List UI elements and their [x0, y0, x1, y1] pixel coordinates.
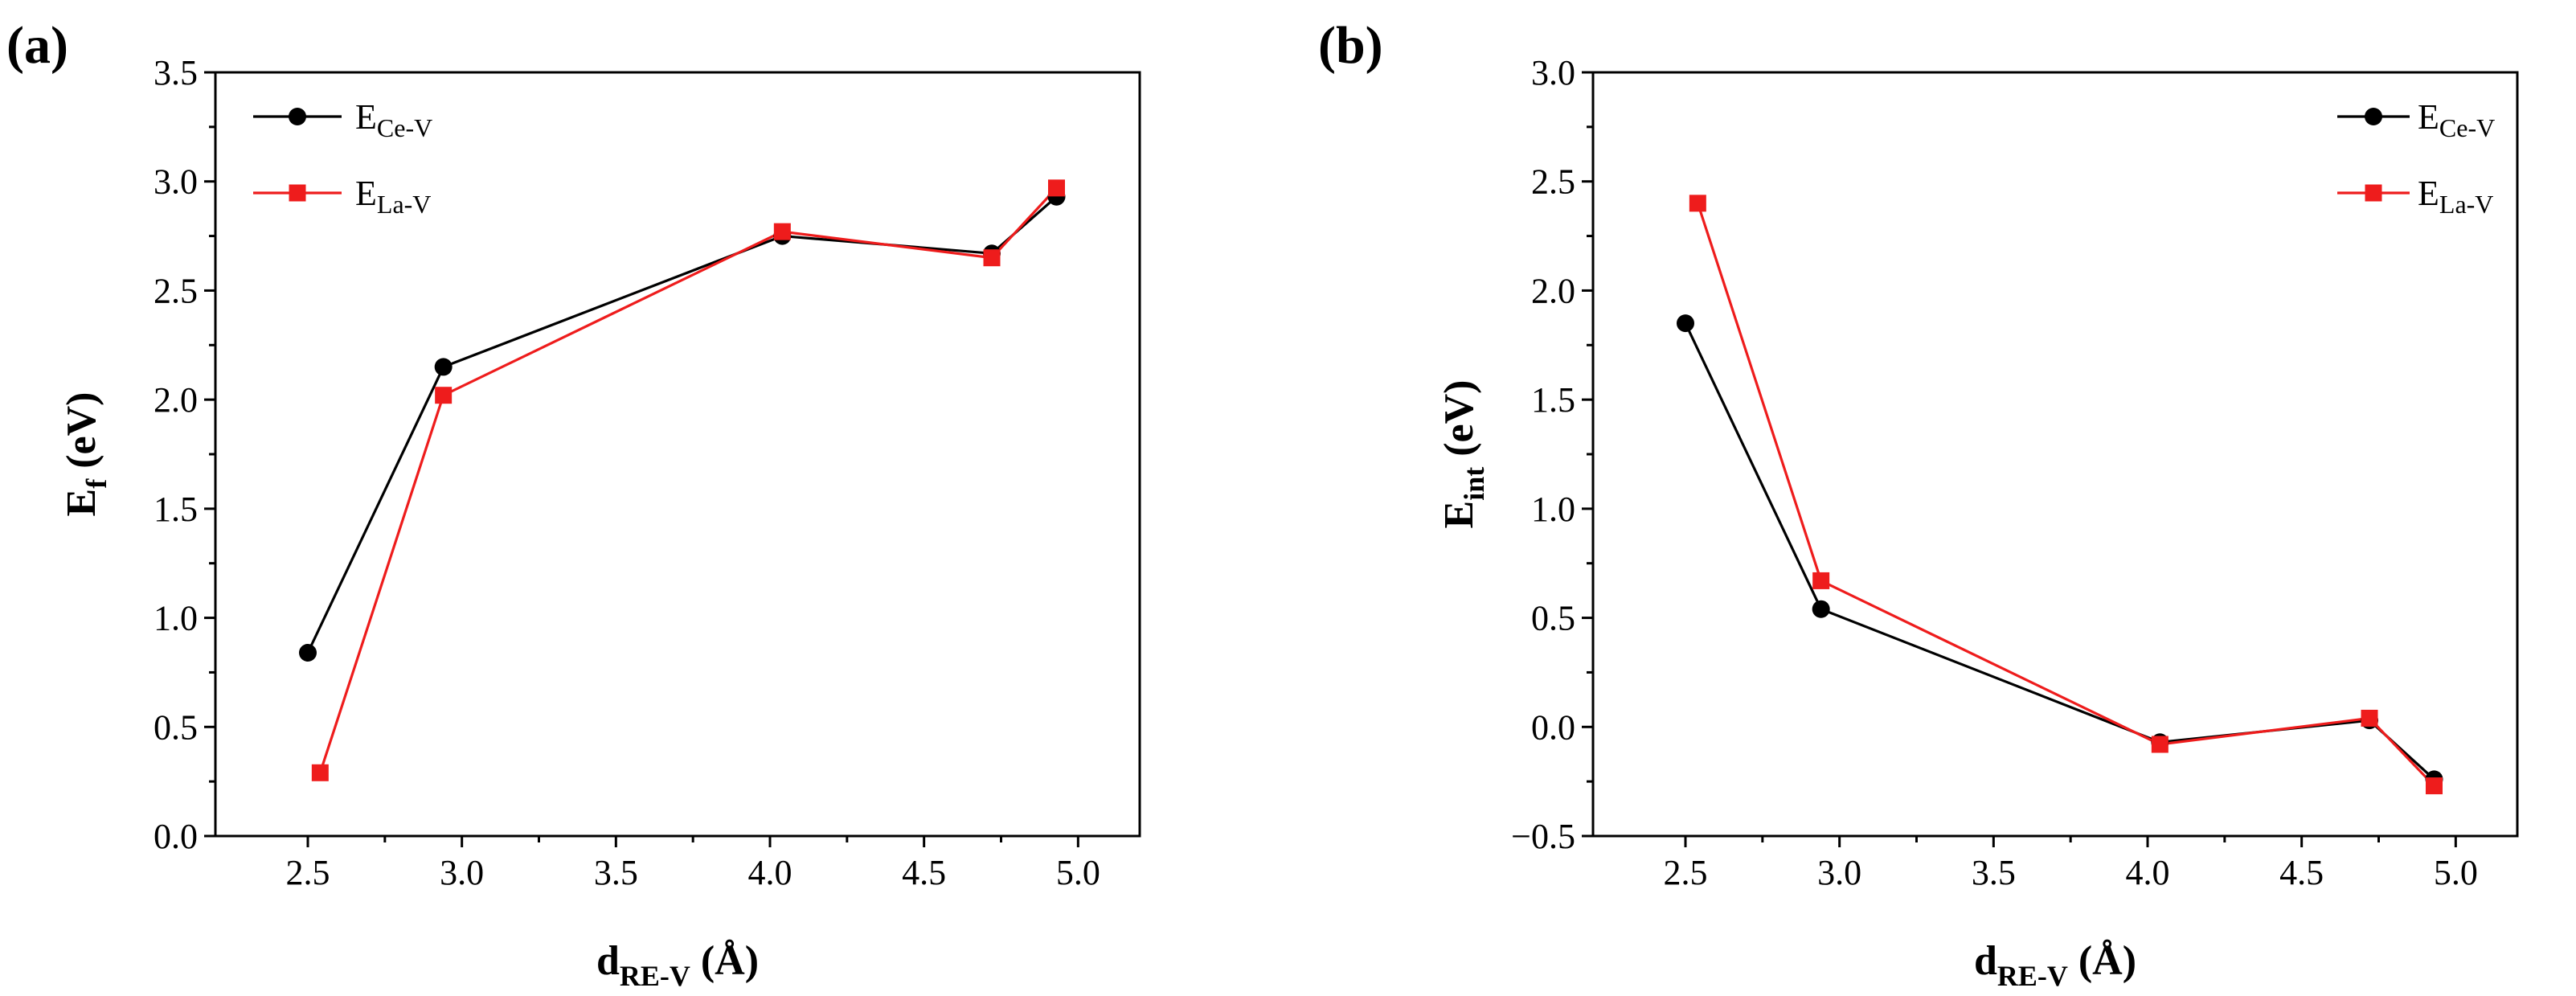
y-tick-label: 3.0: [1531, 53, 1575, 92]
data-point-ce-v: [299, 644, 317, 662]
y-tick-label: 3.0: [154, 162, 198, 202]
chart-panel-a: (a) 2.5 3.0 3.5 4.0 4.5 5.0 0.0 0.5 1.0 1.5 2.0 2.5 3…: [6, 16, 1141, 992]
legend-marker: [2365, 184, 2382, 202]
x-tick-label: 4.0: [2126, 853, 2170, 892]
plot-frame: [214, 71, 1141, 838]
x-axis-label-unit: (Å): [690, 938, 759, 984]
data-point-la-v: [983, 249, 1001, 267]
y-axis-label-sub: int: [1458, 467, 1490, 501]
x-axis-label: dRE-V (Å): [596, 938, 759, 992]
data-point-la-v: [773, 223, 791, 240]
x-axis-label-unit: (Å): [2068, 938, 2136, 984]
x-tick-label: 4.5: [902, 853, 946, 892]
y-tick-label: 0.0: [1531, 707, 1575, 747]
y-tick-label: 2.5: [154, 271, 198, 310]
data-point-la-v: [1048, 179, 1065, 197]
x-axis-label-sub: RE-V: [620, 960, 690, 992]
legend-label: ECe-V: [355, 97, 432, 142]
legend-label-sub: La-V: [2439, 190, 2494, 219]
y-axis-label: Eint (eV): [1436, 380, 1490, 529]
x-tick-label: 4.0: [748, 853, 792, 892]
data-point-ce-v: [434, 358, 453, 376]
legend-marker: [289, 184, 306, 202]
y-tick-label: −0.5: [1511, 817, 1575, 856]
legend-label-main: E: [2418, 97, 2439, 137]
chart-panel-b: (b) 2.5 3.0 3.5 4.0 4.5 5.0 −0.5 0.0 0.5 1.0 1.5 2.0…: [1318, 16, 2519, 992]
y-axis-label-main: E: [59, 489, 104, 517]
x-tick-label: 2.5: [1664, 853, 1708, 892]
legend-label: ECe-V: [2418, 97, 2495, 142]
x-tick-label: 3.5: [1972, 853, 2016, 892]
legend-label: ELa-V: [2418, 174, 2493, 219]
panel-label: (b): [1318, 16, 1383, 75]
series-line-ce-v: [1684, 322, 2435, 781]
legend-label-main: E: [2418, 174, 2439, 213]
legend-label-sub: Ce-V: [377, 113, 432, 142]
series-line-la-v: [1696, 203, 2435, 787]
y-tick-label: 0.0: [154, 817, 198, 856]
x-tick-label: 4.5: [2279, 853, 2324, 892]
y-tick-label: 1.5: [154, 490, 198, 529]
y-axis-label-unit: (eV): [59, 392, 104, 479]
data-point-la-v: [2361, 709, 2378, 727]
x-axis-label: dRE-V (Å): [1974, 938, 2136, 992]
panel-label: (a): [6, 16, 68, 75]
x-tick-label: 3.5: [594, 853, 638, 892]
x-tick-label: 3.0: [1817, 853, 1861, 892]
y-tick-label: 1.0: [1531, 490, 1575, 529]
y-axis-label: Ef (eV): [59, 392, 113, 517]
y-tick-label: 2.0: [154, 380, 198, 420]
x-tick-label: 5.0: [2434, 853, 2478, 892]
legend-label-sub: Ce-V: [2439, 113, 2495, 142]
y-tick-label: 2.0: [1531, 271, 1575, 310]
data-point-la-v: [2151, 736, 2169, 753]
legend-label-main: E: [355, 174, 377, 213]
x-axis-label-sub: RE-V: [1997, 960, 2068, 992]
data-point-la-v: [1689, 195, 1706, 212]
x-tick-label: 3.0: [440, 853, 484, 892]
legend-marker: [289, 108, 306, 125]
data-point-la-v: [435, 387, 453, 404]
x-tick-label: 5.0: [1056, 853, 1100, 892]
y-tick-label: 3.5: [154, 53, 198, 92]
data-point-la-v: [311, 764, 329, 781]
series-line-la-v: [318, 186, 1058, 773]
data-point-la-v: [1812, 572, 1830, 589]
y-tick-label: 0.5: [154, 707, 198, 747]
x-tick-label: 2.5: [286, 853, 330, 892]
y-tick-label: 2.5: [1531, 162, 1575, 202]
x-axis-label-main: d: [1974, 938, 1997, 984]
data-point-ce-v: [1677, 314, 1694, 333]
series-line-ce-v: [306, 195, 1058, 654]
x-axis-label-main: d: [596, 938, 620, 984]
legend-marker: [2365, 108, 2382, 125]
legend-label: ELa-V: [355, 174, 431, 219]
y-tick-label: 1.5: [1531, 380, 1575, 420]
data-point-ce-v: [1812, 600, 1830, 618]
legend-label-main: E: [355, 97, 377, 137]
y-axis-label-unit: (eV): [1436, 380, 1482, 467]
y-tick-label: 1.0: [154, 599, 198, 638]
data-point-la-v: [2426, 777, 2443, 795]
y-axis-label-main: E: [1436, 501, 1482, 529]
y-tick-label: 0.5: [1531, 599, 1575, 638]
y-axis-label-sub: f: [80, 478, 113, 489]
legend-label-sub: La-V: [377, 190, 432, 219]
